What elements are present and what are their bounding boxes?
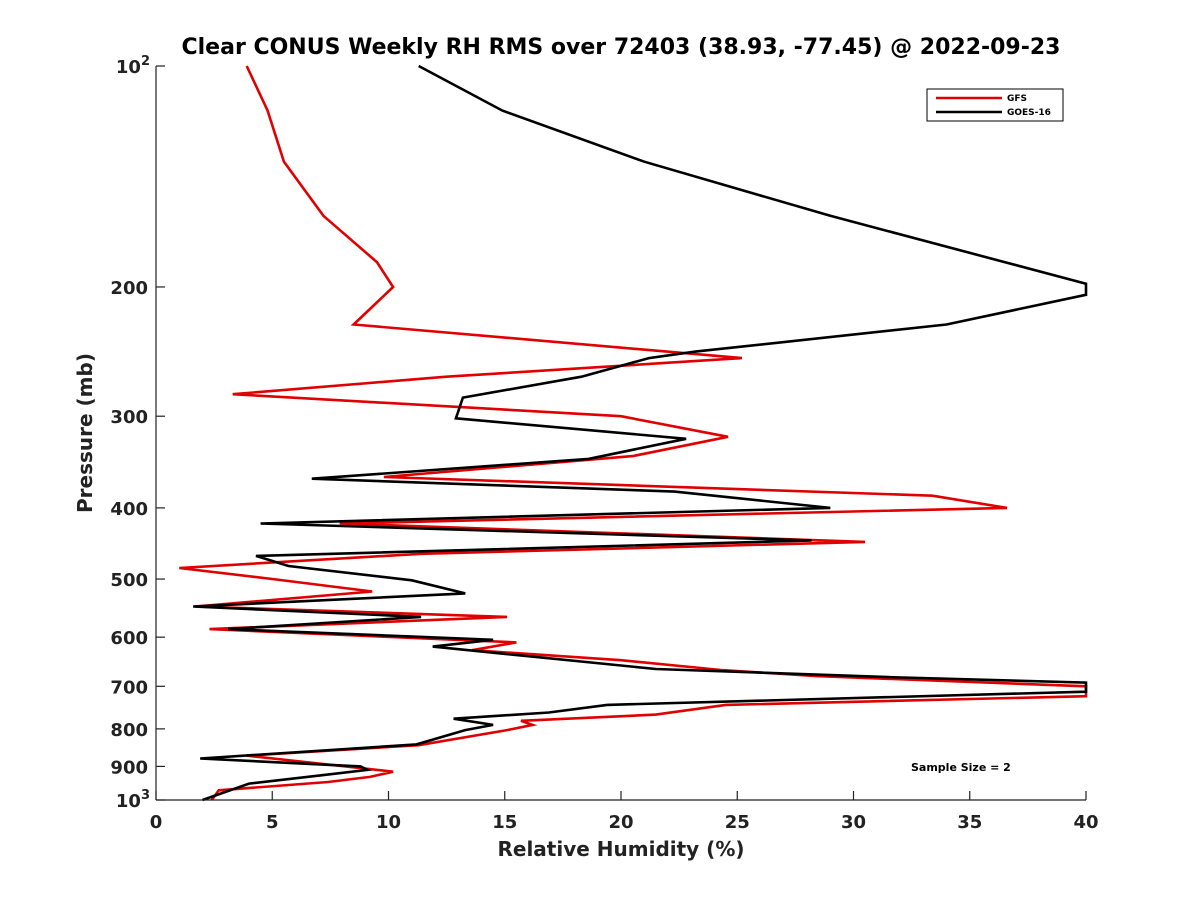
series-group: [179, 64, 1088, 802]
y-tick-label: 102: [116, 54, 150, 78]
y-tick-group: 102 200 300 400 500 600 700 800 900 103: [110, 54, 165, 812]
legend-label-gfs: GFS: [1007, 94, 1027, 104]
legend: GFS GOES-16: [926, 88, 1064, 122]
chart-title: Clear CONUS Weekly RH RMS over 72403 (38…: [182, 35, 1061, 60]
y-tick-label: 103: [116, 788, 150, 812]
x-axis-label: Relative Humidity (%): [497, 837, 744, 861]
series-line-goes16: [193, 64, 1088, 802]
x-tick-group: 0 5 10 15 20 25 30 35 40: [150, 791, 1099, 833]
x-tick-label: 25: [725, 812, 750, 833]
y-axis-label: Pressure (mb): [73, 353, 97, 513]
x-tick-label: 40: [1073, 812, 1098, 833]
sample-size-annotation: Sample Size = 2: [911, 761, 1011, 774]
series-line-gfs: [179, 65, 1088, 801]
legend-box: [926, 88, 1064, 122]
y-tick-label: 500: [110, 570, 148, 591]
legend-label-goes16: GOES-16: [1007, 108, 1051, 118]
x-tick-label: 15: [492, 812, 517, 833]
x-tick-label: 0: [150, 812, 163, 833]
y-tick-label: 900: [110, 757, 148, 778]
plot-area: 0 5 10 15 20 25 30 35 40 102 200 300 400 500 600 700 80…: [110, 54, 1098, 833]
x-tick-label: 10: [376, 812, 401, 833]
y-tick-label: 700: [110, 677, 148, 698]
y-tick-label: 300: [110, 407, 148, 428]
y-tick-label: 800: [110, 720, 148, 741]
y-tick-label: 600: [110, 628, 148, 649]
x-tick-label: 35: [957, 812, 982, 833]
x-tick-label: 20: [608, 812, 633, 833]
y-tick-label: 400: [110, 499, 148, 520]
y-tick-label: 200: [110, 278, 148, 299]
x-tick-label: 5: [266, 812, 279, 833]
x-tick-label: 30: [841, 812, 866, 833]
